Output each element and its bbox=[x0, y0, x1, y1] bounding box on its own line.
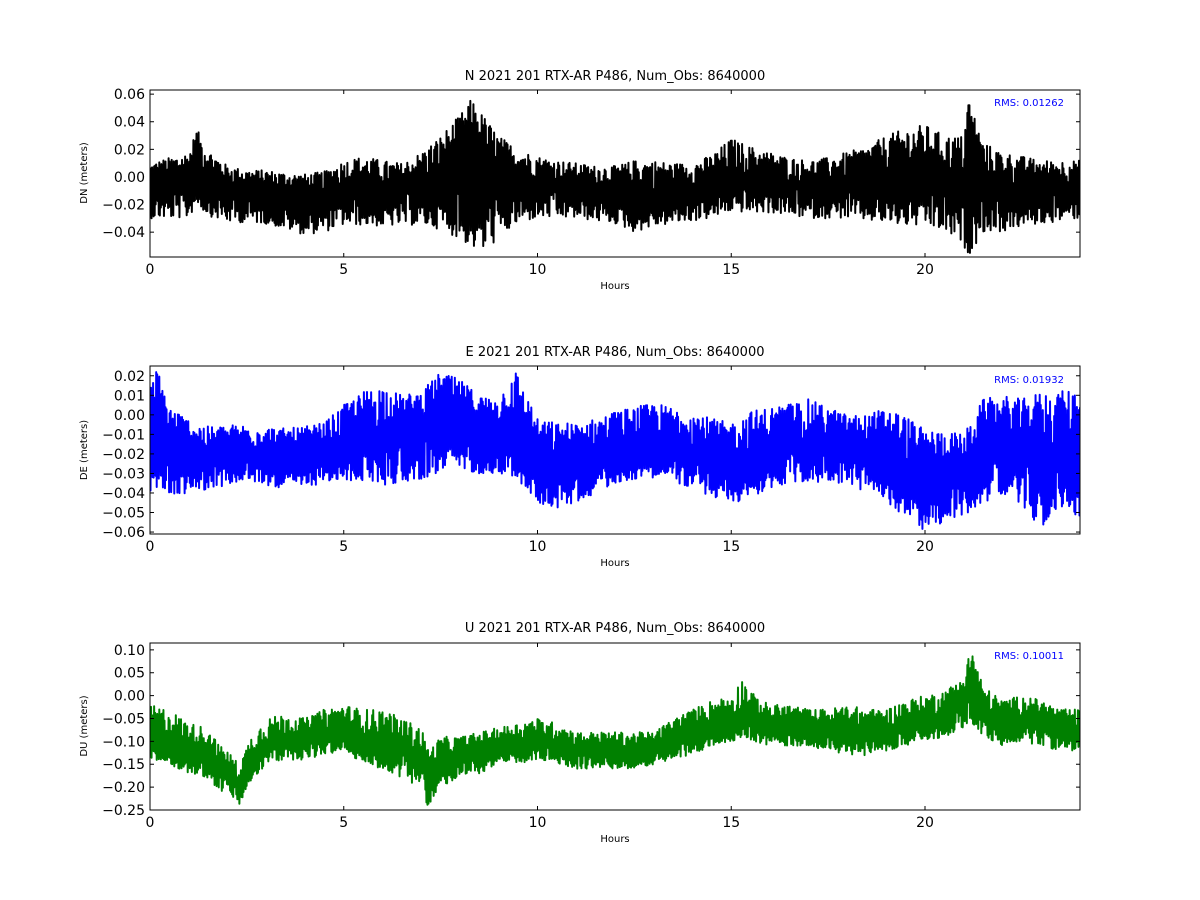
y-tick-label: 0.02 bbox=[114, 142, 145, 158]
y-tick-label: −0.02 bbox=[102, 447, 145, 463]
series-line bbox=[150, 371, 1080, 530]
x-tick-label: 15 bbox=[722, 815, 740, 831]
rms-annotation: RMS: 0.10011 bbox=[994, 651, 1064, 662]
y-tick-label: 0.00 bbox=[114, 689, 145, 705]
y-axis-label: DE (meters) bbox=[79, 420, 90, 480]
y-tick-label: 0.00 bbox=[114, 170, 145, 186]
x-tick-label: 0 bbox=[146, 539, 155, 555]
y-tick-label: −0.10 bbox=[102, 734, 145, 750]
series-line bbox=[150, 99, 1080, 254]
x-axis-label: Hours bbox=[600, 281, 629, 292]
x-tick-label: 10 bbox=[529, 262, 547, 278]
x-tick-label: 5 bbox=[339, 539, 348, 555]
axis-ticks: 0 5 10 15 20 −0.04 −0.02 0.00 0.02 0.04 0.06 bbox=[102, 87, 1080, 278]
chart-title: E 2021 201 RTX-AR P486, Num_Obs: 8640000 bbox=[466, 345, 765, 360]
y-tick-label: −0.04 bbox=[102, 486, 145, 502]
x-tick-label: 10 bbox=[529, 539, 547, 555]
y-axis-label: DU (meters) bbox=[79, 695, 90, 756]
y-tick-label: 0.05 bbox=[114, 666, 145, 682]
y-tick-label: −0.03 bbox=[102, 466, 145, 482]
rms-annotation: RMS: 0.01932 bbox=[994, 375, 1064, 386]
y-tick-label: 0.04 bbox=[114, 115, 145, 131]
panel-up: U 2021 201 RTX-AR P486, Num_Obs: 8640000… bbox=[79, 621, 1081, 845]
x-tick-label: 0 bbox=[146, 815, 155, 831]
y-tick-label: −0.06 bbox=[102, 525, 145, 541]
series-marks bbox=[150, 99, 1080, 254]
chart-title: N 2021 201 RTX-AR P486, Num_Obs: 8640000 bbox=[465, 69, 765, 84]
x-axis-label: Hours bbox=[600, 834, 629, 845]
y-tick-label: −0.20 bbox=[102, 780, 145, 796]
y-tick-label: −0.01 bbox=[102, 427, 145, 443]
x-tick-label: 20 bbox=[916, 262, 934, 278]
x-axis-label: Hours bbox=[600, 558, 629, 569]
y-axis-label: DN (meters) bbox=[79, 142, 90, 204]
plot-frame bbox=[149, 365, 1081, 535]
y-tick-label: −0.02 bbox=[102, 198, 145, 214]
y-tick-label: −0.05 bbox=[102, 711, 145, 727]
x-tick-label: 20 bbox=[916, 539, 934, 555]
y-tick-label: −0.25 bbox=[102, 803, 145, 819]
x-tick-label: 5 bbox=[339, 262, 348, 278]
y-tick-label: 0.02 bbox=[114, 369, 145, 385]
y-tick-label: 0.00 bbox=[114, 408, 145, 424]
x-tick-label: 20 bbox=[916, 815, 934, 831]
chart-title: U 2021 201 RTX-AR P486, Num_Obs: 8640000 bbox=[465, 621, 765, 636]
y-tick-label: 0.06 bbox=[114, 87, 145, 103]
panel-east: E 2021 201 RTX-AR P486, Num_Obs: 8640000… bbox=[79, 345, 1081, 569]
x-tick-label: 15 bbox=[722, 262, 740, 278]
y-tick-label: −0.04 bbox=[102, 225, 145, 241]
y-tick-label: 0.10 bbox=[114, 643, 145, 659]
x-tick-label: 0 bbox=[146, 262, 155, 278]
rms-annotation: RMS: 0.01262 bbox=[994, 98, 1064, 109]
panel-north: N 2021 201 RTX-AR P486, Num_Obs: 8640000… bbox=[79, 69, 1081, 292]
x-tick-label: 5 bbox=[339, 815, 348, 831]
y-tick-label: −0.15 bbox=[102, 757, 145, 773]
y-tick-label: 0.01 bbox=[114, 388, 145, 404]
x-tick-label: 10 bbox=[529, 815, 547, 831]
y-tick-label: −0.05 bbox=[102, 506, 145, 522]
axis-ticks: 0 5 10 15 20 −0.06 −0.05 −0.04 −0.03 −0.02 −0.01 0.… bbox=[102, 366, 1080, 555]
series-line bbox=[150, 655, 1080, 806]
x-tick-label: 15 bbox=[722, 539, 740, 555]
series-marks bbox=[150, 655, 1080, 806]
axis-ticks: 0 5 10 15 20 −0.25 −0.20 −0.15 −0.10 −0.05 0.00 0.0… bbox=[102, 643, 1080, 831]
plot-frame bbox=[149, 89, 1081, 258]
series-marks bbox=[150, 371, 1080, 530]
plot-frame bbox=[149, 642, 1081, 811]
